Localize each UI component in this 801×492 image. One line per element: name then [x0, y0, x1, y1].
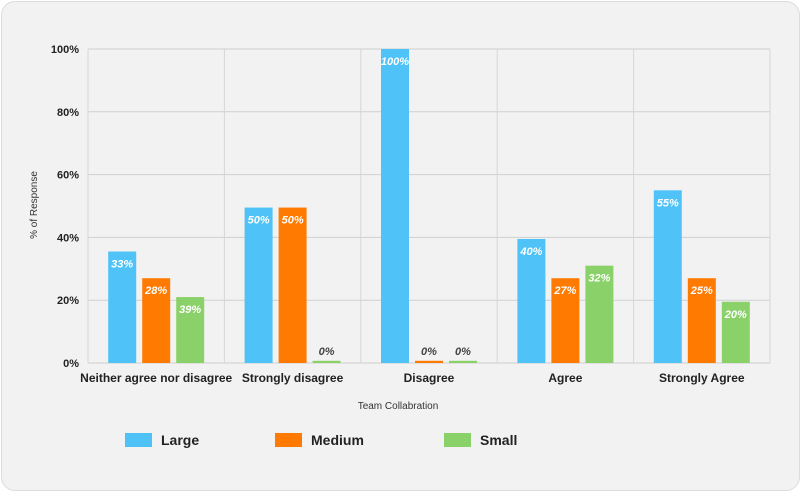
bar-large [381, 49, 409, 363]
bar-medium [278, 207, 307, 363]
bar-medium [415, 360, 443, 363]
legend: Large Medium Small [0, 425, 801, 455]
x-tick-label: Disagree [404, 371, 455, 385]
x-axis-title: Team Collabration [358, 401, 439, 412]
data-label: 27% [553, 285, 576, 297]
data-label: 20% [724, 309, 747, 321]
legend-item-small: Small [444, 425, 517, 455]
bar-small [176, 297, 205, 363]
data-label: 33% [111, 259, 133, 271]
y-tick-label: 0% [63, 358, 79, 370]
legend-item-large: Large [125, 425, 199, 455]
bar-medium [551, 278, 580, 363]
y-tick-label: 80% [57, 107, 79, 119]
x-tick-label: Strongly disagree [242, 371, 344, 385]
bars [108, 49, 750, 363]
x-tick-label: Neither agree nor disagree [80, 371, 232, 385]
y-tick-label: 60% [57, 170, 79, 182]
bar-medium [687, 278, 716, 363]
bar-small [721, 301, 750, 363]
data-label: 50% [282, 215, 304, 227]
x-tick-label: Agree [548, 371, 582, 385]
data-label: 32% [588, 273, 610, 285]
bar-large [517, 238, 546, 363]
bar-large [244, 207, 273, 363]
data-label: 39% [179, 304, 201, 316]
x-axis-categories: Neither agree nor disagree Strongly disag… [80, 371, 745, 385]
bar-small [585, 265, 614, 363]
x-tick-label: Strongly Agree [659, 371, 745, 385]
data-label: 28% [144, 285, 167, 297]
legend-swatch-medium [275, 433, 302, 447]
data-label: 25% [690, 285, 713, 297]
legend-label-small: Small [480, 432, 518, 448]
legend-item-medium: Medium [275, 425, 364, 455]
data-label: 0% [319, 346, 335, 358]
data-label: 55% [657, 197, 679, 209]
bar-large [653, 190, 682, 363]
legend-label-medium: Medium [311, 432, 364, 448]
data-label: 0% [421, 346, 437, 358]
bar-large [108, 251, 137, 363]
y-tick-label: 100% [51, 44, 79, 56]
y-tick-label: 20% [57, 295, 79, 307]
legend-label-large: Large [161, 432, 200, 448]
y-axis-title: % of Response [29, 171, 40, 239]
legend-swatch-large [125, 433, 152, 447]
data-label: 50% [248, 215, 270, 227]
bar-small [449, 360, 477, 363]
bar-medium [142, 278, 171, 363]
y-axis-ticks: 0% 20% 40% 60% 80% 100% [51, 44, 79, 370]
data-labels: 33% 28% 39% 50% 50% 0% 100% 0% 0% 40% 27% 32% 55% 25%… [111, 56, 747, 358]
y-tick-label: 40% [57, 232, 79, 244]
legend-swatch-small [444, 433, 471, 447]
data-label: 100% [381, 56, 409, 68]
bar-small [312, 360, 341, 363]
data-label: 40% [519, 246, 542, 258]
data-label: 0% [455, 346, 471, 358]
